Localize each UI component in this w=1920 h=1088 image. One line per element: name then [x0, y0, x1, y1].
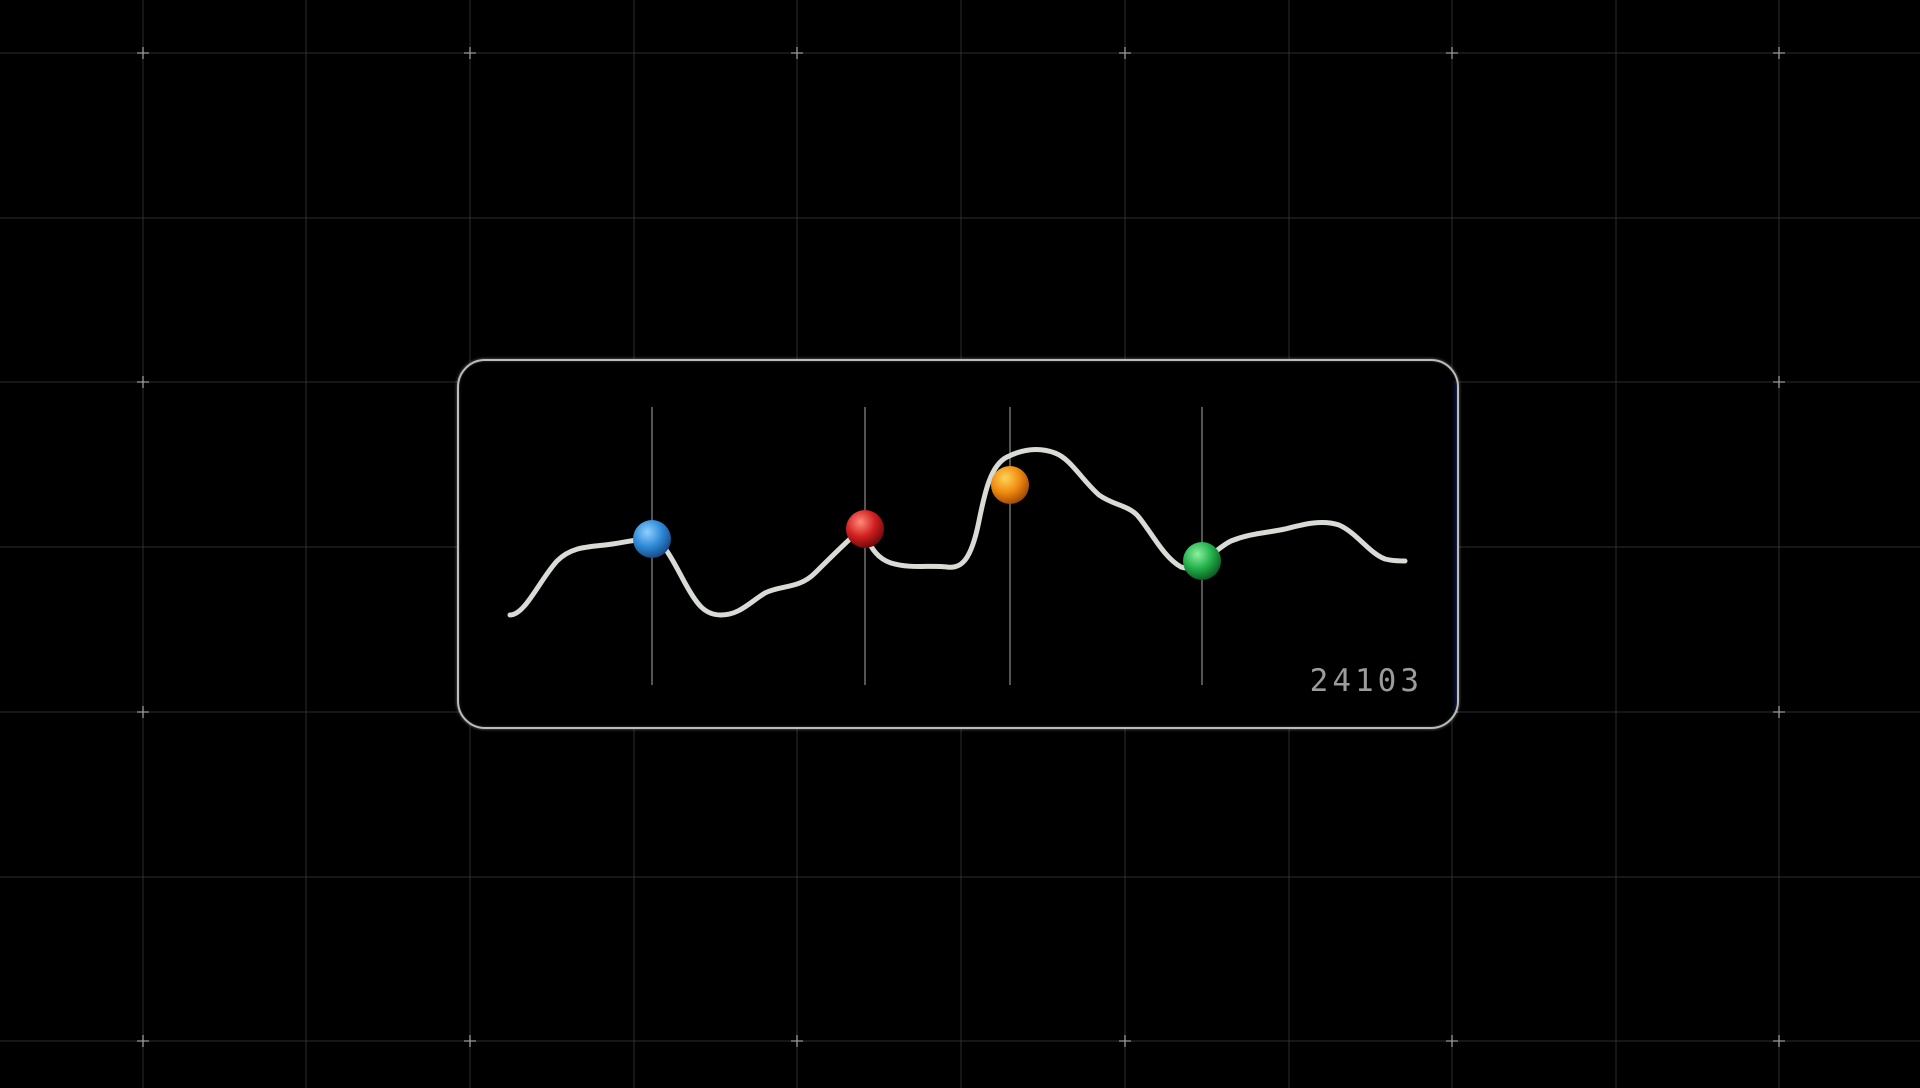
- marker-lines: [651, 407, 1203, 685]
- grid-cross-mark: [1446, 47, 1458, 59]
- grid-cross-mark: [464, 47, 476, 59]
- grid-cross-mark: [1773, 1035, 1785, 1047]
- orange-node: [991, 466, 1029, 504]
- grid-cross-mark: [791, 47, 803, 59]
- red-node: [846, 510, 884, 548]
- grid-cross-mark: [464, 1035, 476, 1047]
- grid-cross-mark: [791, 1035, 803, 1047]
- grid-cross-mark: [1446, 1035, 1458, 1047]
- marker-dots: [633, 466, 1221, 580]
- grid-cross-mark: [1773, 376, 1785, 388]
- wave-line: [507, 447, 1408, 618]
- card-edge-glow: [1451, 381, 1457, 711]
- grid-cross-mark: [137, 47, 149, 59]
- grid-cross-mark: [1773, 47, 1785, 59]
- grid-cross-mark: [137, 1035, 149, 1047]
- grid-cross-mark: [137, 706, 149, 718]
- grid-cross-mark: [1773, 706, 1785, 718]
- grid-cross-mark: [1119, 47, 1131, 59]
- blue-node: [633, 520, 671, 558]
- green-node: [1183, 542, 1221, 580]
- grid-cross-mark: [137, 376, 149, 388]
- wave-card: 24103: [457, 359, 1459, 729]
- wave-graphic: [507, 407, 1408, 685]
- counter-label: 24103: [1309, 663, 1423, 699]
- grid-cross-mark: [1119, 1035, 1131, 1047]
